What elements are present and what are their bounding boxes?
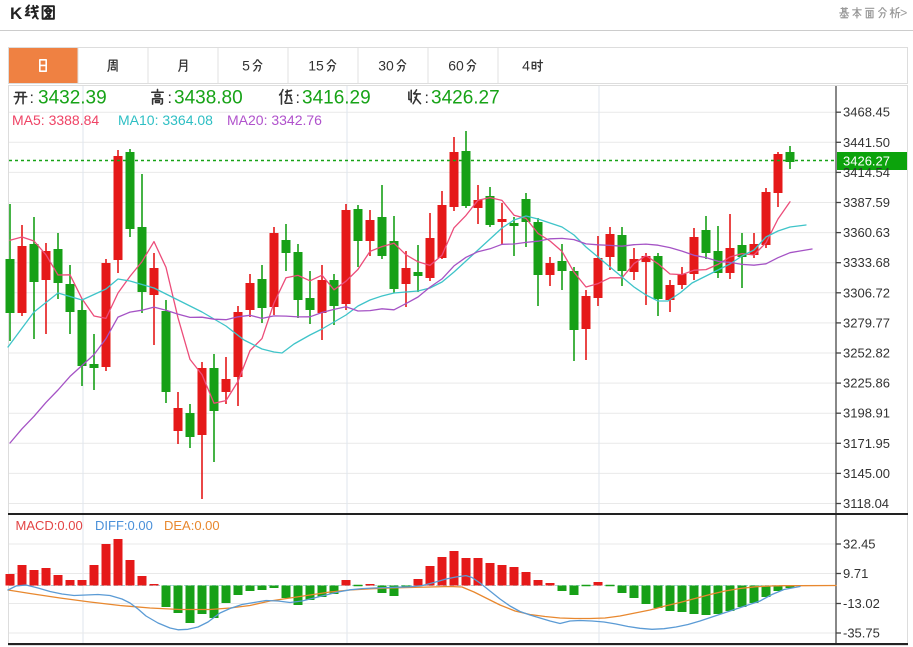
svg-text:4: 4	[522, 58, 530, 74]
svg-text:3416.29: 3416.29	[302, 88, 371, 109]
svg-text:3468.45: 3468.45	[843, 105, 890, 120]
svg-text:3333.68: 3333.68	[843, 255, 890, 270]
svg-text:3426.27: 3426.27	[431, 88, 500, 109]
svg-text:K: K	[10, 4, 23, 23]
svg-text:DEA:0.00: DEA:0.00	[164, 518, 220, 533]
svg-text:9.71: 9.71	[843, 566, 868, 581]
svg-text:3432.39: 3432.39	[38, 88, 107, 109]
svg-text::: :	[168, 90, 172, 107]
svg-text:3441.50: 3441.50	[843, 135, 890, 150]
svg-text:MA20: 3342.76: MA20: 3342.76	[227, 112, 322, 128]
svg-text:3225.86: 3225.86	[843, 376, 890, 391]
svg-text:15: 15	[308, 58, 324, 74]
svg-text:>: >	[900, 6, 907, 20]
svg-text:3145.00: 3145.00	[843, 466, 890, 481]
svg-text:3118.04: 3118.04	[843, 496, 889, 511]
svg-text:3414.54: 3414.54	[843, 165, 890, 180]
svg-text:3387.59: 3387.59	[843, 195, 890, 210]
svg-text:3426.27: 3426.27	[843, 154, 890, 169]
svg-text:3360.63: 3360.63	[843, 225, 890, 240]
svg-text:3171.95: 3171.95	[843, 436, 890, 451]
svg-text:3252.82: 3252.82	[843, 346, 890, 361]
svg-text:32.45: 32.45	[843, 537, 876, 552]
svg-text:3306.72: 3306.72	[843, 285, 890, 300]
svg-text:3198.91: 3198.91	[843, 406, 890, 421]
svg-text:3438.80: 3438.80	[174, 88, 243, 109]
svg-text:MA5: 3388.84: MA5: 3388.84	[12, 112, 99, 128]
svg-text::: :	[30, 90, 34, 107]
svg-text:5: 5	[242, 58, 250, 74]
svg-text:-35.75: -35.75	[843, 626, 880, 641]
svg-text:-13.02: -13.02	[843, 596, 880, 611]
svg-text::: :	[296, 90, 300, 107]
svg-text:MA10: 3364.08: MA10: 3364.08	[118, 112, 213, 128]
svg-text:60: 60	[448, 58, 464, 74]
svg-text:DIFF:0.00: DIFF:0.00	[95, 518, 153, 533]
svg-text::: :	[425, 90, 429, 107]
svg-text:MACD:0.00: MACD:0.00	[16, 518, 83, 533]
svg-text:3279.77: 3279.77	[843, 315, 890, 330]
svg-text:30: 30	[378, 58, 394, 74]
